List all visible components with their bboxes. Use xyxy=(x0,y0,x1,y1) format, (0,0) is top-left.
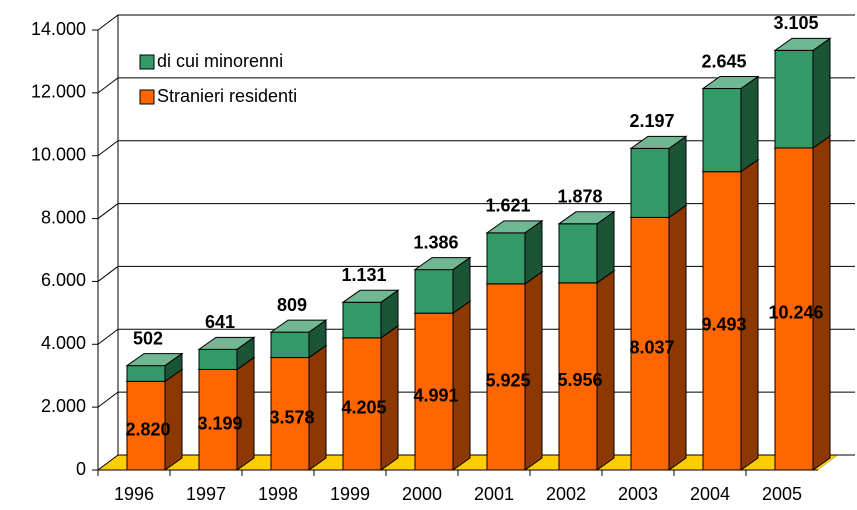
bar-segment xyxy=(198,348,238,370)
value-label: 3.105 xyxy=(773,13,818,33)
grid-diagonal xyxy=(97,328,119,345)
bar-side xyxy=(812,37,831,149)
bar-segment xyxy=(126,365,166,382)
grid-diagonal xyxy=(97,454,119,471)
bar-segment xyxy=(126,380,166,471)
value-label: 8.037 xyxy=(629,337,674,357)
value-label: 5.925 xyxy=(485,371,530,391)
bar-segment xyxy=(774,49,814,149)
legend-label: di cui minorenni xyxy=(157,51,283,71)
value-label: 2.645 xyxy=(701,51,746,71)
value-label: 1.878 xyxy=(557,187,602,207)
y-tick-label: 0 xyxy=(76,459,86,479)
legend-swatch xyxy=(139,89,155,105)
y-tick-label: 12.000 xyxy=(31,82,86,102)
bar-segment xyxy=(702,88,742,173)
value-label: 641 xyxy=(205,312,235,332)
value-label: 3.578 xyxy=(269,408,314,428)
bar-segment xyxy=(270,357,310,471)
bar-top xyxy=(413,257,472,271)
value-label: 9.493 xyxy=(701,315,746,335)
bar-segment xyxy=(414,312,454,471)
value-label: 3.199 xyxy=(197,413,242,433)
bar-segment xyxy=(342,337,382,471)
bar-segment xyxy=(486,232,526,285)
value-label: 809 xyxy=(277,295,307,315)
x-tick-label: 1998 xyxy=(258,484,298,504)
bar-top xyxy=(557,211,616,225)
bar-segment xyxy=(270,331,310,359)
value-label: 2.197 xyxy=(629,111,674,131)
bar-segment xyxy=(558,223,598,284)
bar-segment xyxy=(486,283,526,471)
value-label: 1.131 xyxy=(341,265,386,285)
bar-top xyxy=(269,319,328,333)
y-tick-label: 10.000 xyxy=(31,144,86,164)
grid-diagonal xyxy=(97,140,119,157)
value-label: 4.991 xyxy=(413,385,458,405)
bar-top xyxy=(341,289,400,303)
value-label: 1.621 xyxy=(485,196,530,216)
x-tick-label: 2001 xyxy=(474,484,514,504)
x-tick-label: 1997 xyxy=(186,484,226,504)
value-label: 1.386 xyxy=(413,232,458,252)
bar-segment xyxy=(198,368,238,471)
value-label: 10.246 xyxy=(768,303,823,323)
bar-top xyxy=(197,336,256,350)
bar-top xyxy=(125,353,184,367)
y-tick-label: 14.000 xyxy=(31,19,86,39)
grid-diagonal xyxy=(97,266,119,282)
bar-side xyxy=(740,75,759,173)
grid-diagonal xyxy=(97,14,119,31)
x-tick-label: 2003 xyxy=(618,484,658,504)
x-tick-label: 1996 xyxy=(114,484,154,504)
legend-label: Stranieri residenti xyxy=(157,86,297,106)
legend-swatch xyxy=(139,54,155,70)
bar-segment xyxy=(342,301,382,339)
value-label: 5.956 xyxy=(557,370,602,390)
value-label: 2.820 xyxy=(125,419,170,439)
y-tick-label: 2.000 xyxy=(41,396,86,416)
bar-top xyxy=(701,76,760,90)
y-tick-label: 6.000 xyxy=(41,270,86,290)
grid-diagonal xyxy=(97,203,119,219)
grid-diagonal xyxy=(97,391,119,408)
bar-top xyxy=(485,220,544,234)
x-tick-label: 2004 xyxy=(690,484,730,504)
bar-segment xyxy=(630,147,670,218)
value-label: 4.205 xyxy=(341,398,386,418)
value-label: 502 xyxy=(133,328,163,348)
bar-top xyxy=(629,135,688,149)
grid-diagonal xyxy=(97,77,119,94)
bar-segment xyxy=(702,171,742,471)
x-tick-label: 2000 xyxy=(402,484,442,504)
bar-segment xyxy=(414,269,454,314)
x-tick-label: 2005 xyxy=(762,484,802,504)
y-tick-label: 4.000 xyxy=(41,333,86,353)
x-tick-label: 2002 xyxy=(546,484,586,504)
x-tick-label: 1999 xyxy=(330,484,370,504)
bar-segment xyxy=(558,282,598,471)
bar-top xyxy=(773,37,832,51)
y-tick-label: 8.000 xyxy=(41,207,86,227)
bar-side xyxy=(668,135,687,219)
